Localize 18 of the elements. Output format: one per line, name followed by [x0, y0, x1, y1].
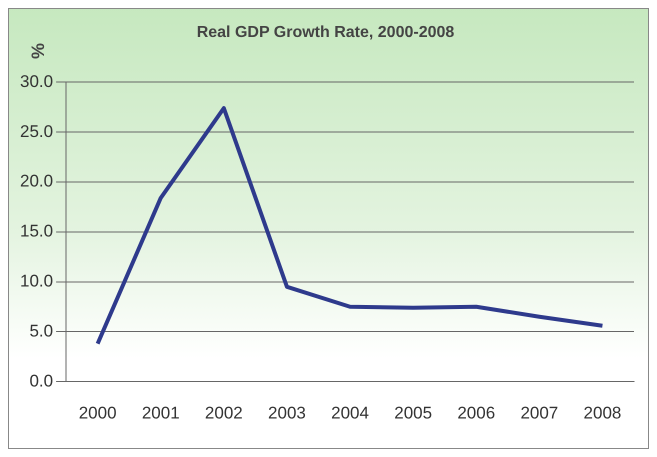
y-tick-label: 30.0 [20, 72, 54, 91]
x-tick-label: 2003 [268, 403, 306, 422]
y-axis-title: % [28, 42, 48, 60]
y-tick-label: 25.0 [20, 122, 54, 141]
x-tick-label: 2000 [78, 403, 117, 422]
y-tick-label: 0.0 [29, 371, 54, 390]
y-tick-label: 10.0 [20, 271, 54, 290]
y-tick-label: 15.0 [20, 222, 54, 241]
x-tick-label: 2002 [204, 403, 243, 422]
x-tick-label: 2005 [394, 403, 432, 422]
x-tick-label: 2008 [584, 403, 622, 422]
x-tick-label: 2007 [520, 403, 558, 422]
x-tick-label: 2001 [142, 403, 180, 422]
chart-title: Real GDP Growth Rate, 2000-2008 [196, 24, 454, 42]
y-tick-label: 20.0 [20, 172, 54, 191]
y-tick-label: 5.0 [29, 321, 54, 340]
x-tick-label: 2006 [457, 403, 496, 422]
x-tick-label: 2004 [331, 403, 369, 422]
